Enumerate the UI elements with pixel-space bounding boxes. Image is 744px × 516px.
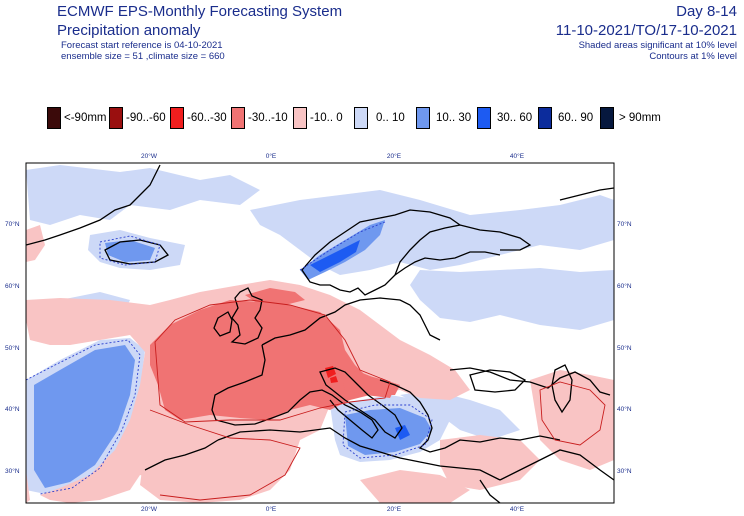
anomaly-shading xyxy=(26,165,614,503)
contour-note: Contours at 1% level xyxy=(649,51,737,62)
legend-swatch xyxy=(231,107,245,129)
coastlines xyxy=(26,164,614,503)
legend-label: 60.. 90 xyxy=(558,112,594,124)
legend-swatch xyxy=(477,107,491,129)
legend-label: -90..-60 xyxy=(126,112,166,124)
legend-label: 0.. 10 xyxy=(376,112,405,124)
bottom-tick-label: 20°W xyxy=(141,505,158,513)
significance-note: Shaded areas significant at 10% level xyxy=(578,40,737,51)
left-tick-label: 40°N xyxy=(5,405,20,413)
legend-swatch xyxy=(538,107,552,129)
top-tick-label: 0°E xyxy=(266,152,277,160)
map-frame xyxy=(25,162,615,504)
left-tick-label: 70°N xyxy=(5,220,20,228)
legend-label: <-90mm xyxy=(64,112,107,124)
legend-label: -10.. 0 xyxy=(310,112,343,124)
axis-ticks: 20°W 0°E 20°E 40°E 20°W 0°E 20°E 40°E 70… xyxy=(5,152,632,513)
forecast-reference: Forecast start reference is 04-10-2021 xyxy=(61,40,223,51)
legend-swatch xyxy=(354,107,368,129)
significance-contours xyxy=(26,221,606,501)
valid-dates: 11-10-2021/TO/17-10-2021 xyxy=(555,22,737,39)
bottom-tick-label: 20°E xyxy=(387,505,402,513)
legend-label: > 90mm xyxy=(619,112,661,124)
bottom-tick-label: 40°E xyxy=(510,505,525,513)
legend-swatch xyxy=(293,107,307,129)
legend-label: 30.. 60 xyxy=(497,112,533,124)
left-tick-label: 30°N xyxy=(5,467,20,475)
bottom-tick-label: 0°E xyxy=(266,505,277,513)
ensemble-size: ensemble size = 51 ,climate size = 660 xyxy=(61,51,225,62)
legend-swatch xyxy=(170,107,184,129)
legend-label: -30..-10 xyxy=(248,112,288,124)
top-tick-label: 20°E xyxy=(387,152,402,160)
legend-swatch xyxy=(416,107,430,129)
right-tick-label: 70°N xyxy=(617,220,632,228)
right-tick-label: 30°N xyxy=(617,467,632,475)
top-tick-label: 20°W xyxy=(141,152,158,160)
right-tick-label: 40°N xyxy=(617,405,632,413)
top-tick-label: 40°E xyxy=(510,152,525,160)
legend-label: -60..-30 xyxy=(187,112,227,124)
left-tick-label: 50°N xyxy=(5,344,20,352)
legend-label: 10.. 30 xyxy=(436,112,472,124)
legend-swatch xyxy=(109,107,123,129)
right-tick-label: 50°N xyxy=(617,344,632,352)
legend-swatch xyxy=(47,107,61,129)
left-tick-label: 60°N xyxy=(5,282,20,290)
day-range: Day 8-14 xyxy=(676,3,737,20)
field-title: Precipitation anomaly xyxy=(57,22,201,39)
product-title: ECMWF EPS-Monthly Forecasting System xyxy=(57,3,343,20)
right-tick-label: 60°N xyxy=(617,282,632,290)
legend-swatch xyxy=(600,107,614,129)
